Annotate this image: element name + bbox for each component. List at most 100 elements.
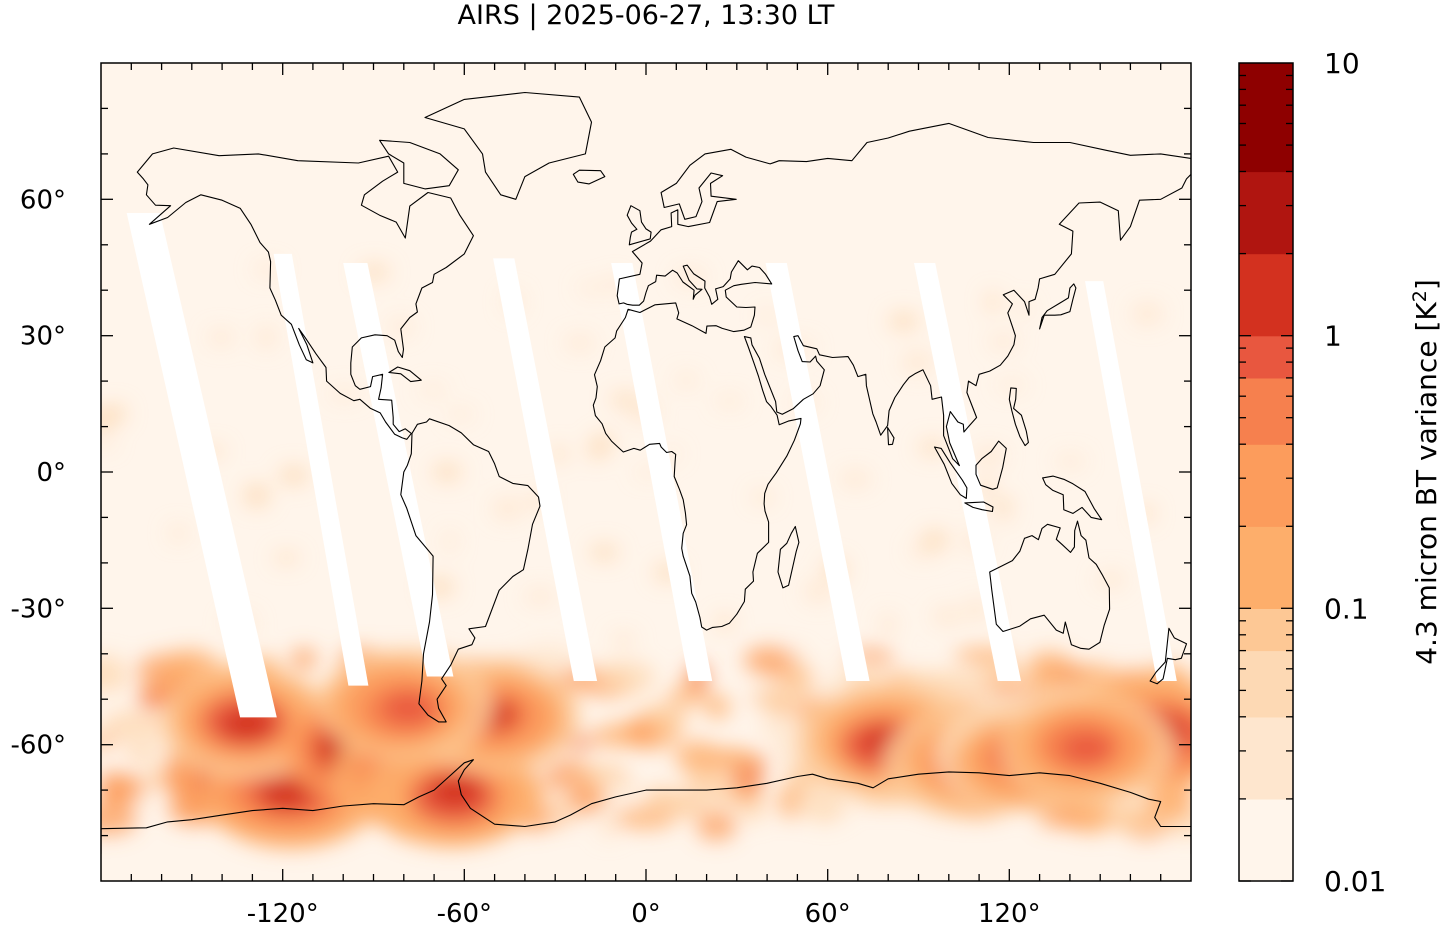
field-cell: [102, 710, 164, 737]
coastline-borneo: [975, 440, 1007, 490]
lat-tick-label: 0°: [36, 458, 66, 488]
field-cell: [786, 762, 817, 794]
colorbar-frame: [1238, 62, 1294, 882]
field-cell: [696, 811, 737, 841]
lat-tick-label: 60°: [20, 185, 66, 215]
field-cell: [573, 765, 629, 784]
field-cell: [564, 335, 595, 350]
field-hotspot: [1060, 731, 1114, 766]
field-cell: [840, 470, 871, 487]
field-cell: [804, 581, 832, 603]
field-cell: [329, 388, 360, 400]
latitude-tick-labels: 60° 30° 0° -30° -60°: [11, 185, 66, 760]
colorbar-band: [1239, 335, 1293, 379]
data-gap-swath: [126, 213, 277, 718]
coastline-uk: [626, 205, 652, 246]
coastline-new-guinea: [1042, 475, 1103, 521]
coastline-java: [964, 501, 994, 513]
field-cell: [1038, 815, 1090, 828]
field-cell: [592, 723, 642, 748]
field-cell: [675, 269, 706, 285]
colorbar-tick-label: 10: [1324, 47, 1360, 80]
field-cell: [278, 466, 309, 485]
field-cell: [734, 788, 763, 804]
lon-tick-label: 120°: [978, 899, 1041, 929]
field-cell: [162, 649, 218, 684]
colorbar-tick-label: 1: [1324, 320, 1342, 353]
lat-tick-label: -30°: [11, 594, 66, 624]
colorbar-band: [1239, 650, 1293, 718]
colorbar-bands: [1239, 63, 1293, 882]
field-cell: [613, 807, 677, 830]
field-cell: [542, 759, 594, 792]
field-cell: [129, 796, 154, 810]
colorbar-band: [1239, 171, 1293, 255]
data-gap-swath: [493, 258, 598, 681]
field-cell: [760, 311, 775, 321]
field-cell: [432, 463, 462, 481]
field-cell: [706, 695, 729, 717]
field-cell: [447, 409, 475, 420]
field-cell: [389, 319, 414, 335]
coastline-japan: [1039, 283, 1077, 330]
coastline-eurasia: [592, 122, 1191, 631]
field-cell: [814, 678, 852, 695]
colorbar-band: [1239, 253, 1293, 337]
field-cell: [932, 607, 963, 626]
field-cell: [208, 329, 234, 346]
colorbar-ticks: [1239, 74, 1293, 882]
field-cell: [888, 312, 919, 330]
field-cell: [593, 660, 656, 695]
lon-tick-label: -60°: [437, 899, 492, 929]
field-cell: [1016, 301, 1030, 315]
data-gap-swath: [611, 263, 713, 681]
coastline-sumatra: [933, 446, 968, 499]
data-gap-swath: [914, 263, 1021, 681]
colorbar-band: [1239, 526, 1293, 609]
coastline-antarctica: [101, 759, 1191, 854]
field-cell: [997, 380, 1027, 390]
lat-tick-label: 30°: [20, 322, 66, 352]
field-cell: [1132, 303, 1162, 325]
field-cell: [273, 552, 300, 564]
field-cell: [256, 326, 277, 349]
field-cell: [743, 646, 796, 673]
field-cell: [1144, 793, 1191, 821]
field-cell: [290, 648, 318, 671]
field-cell: [520, 645, 577, 668]
field-cell: [1026, 651, 1073, 683]
field-cell: [145, 768, 171, 786]
data-gap-swath: [765, 263, 870, 681]
field-cell: [611, 632, 636, 648]
field-cell: [995, 496, 1012, 516]
field-cell: [974, 446, 1005, 466]
field-cell: [716, 395, 744, 407]
field-cell: [989, 334, 1018, 349]
field-cell: [101, 438, 115, 448]
data-gap-swath: [1085, 281, 1177, 681]
coastline-philippines: [1008, 387, 1029, 447]
field-cell: [880, 613, 897, 637]
field-cell: [589, 544, 619, 561]
colorbar-band: [1239, 608, 1293, 652]
coastline-north-america: [136, 147, 474, 440]
colorbar-tick-label: 0.01: [1324, 865, 1386, 898]
field-hotspot: [258, 776, 312, 810]
field-cell: [444, 531, 457, 553]
field-cell: [919, 440, 945, 455]
field-cell: [669, 791, 707, 818]
field-cell: [631, 718, 655, 748]
colorbar: 10 1 0.1 0.01 4.3 micron BT variance [K2]: [1238, 47, 1442, 898]
colorbar-tick-labels: 10 1 0.1 0.01: [1324, 47, 1386, 898]
colorbar-tick-label: 0.1: [1324, 592, 1369, 625]
data-gap-swath: [343, 263, 454, 677]
field-cell: [814, 806, 837, 824]
field-hotspot: [428, 774, 482, 809]
field-cell: [588, 438, 604, 460]
field-cell: [492, 498, 523, 519]
field-cell: [685, 768, 731, 793]
coastline-baffin: [379, 139, 459, 190]
colorbar-label: 4.3 micron BT variance [K2]: [1409, 279, 1442, 665]
colorbar-band: [1239, 377, 1293, 445]
data-gap-swaths: [126, 213, 1177, 718]
